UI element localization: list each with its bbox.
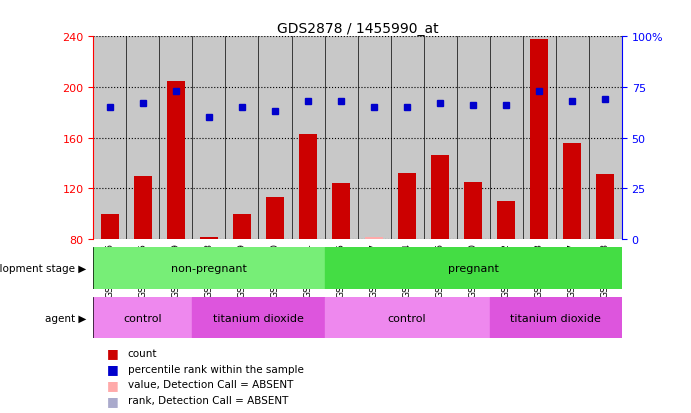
Bar [160, 37, 192, 240]
Bar [358, 37, 390, 240]
Bar [596, 175, 614, 240]
Bar [589, 37, 622, 240]
Text: ■: ■ [107, 362, 119, 375]
Text: ■: ■ [107, 394, 119, 407]
Bar [299, 135, 317, 240]
Bar [457, 37, 490, 240]
Bar [464, 183, 482, 240]
Text: titanium dioxide: titanium dioxide [213, 313, 304, 323]
Text: percentile rank within the sample: percentile rank within the sample [128, 364, 304, 374]
Bar [523, 37, 556, 240]
Bar [126, 37, 160, 240]
Bar [233, 214, 251, 240]
Bar [325, 248, 622, 289]
Bar [498, 202, 515, 240]
Text: count: count [128, 348, 158, 358]
Bar [563, 143, 581, 240]
Bar [292, 37, 325, 240]
Bar [530, 40, 549, 240]
Bar [332, 184, 350, 240]
Bar [192, 37, 225, 240]
Text: pregnant: pregnant [448, 263, 499, 273]
Text: development stage ▶: development stage ▶ [0, 263, 86, 273]
Bar [101, 214, 119, 240]
Text: control: control [124, 313, 162, 323]
Bar [134, 176, 152, 240]
Bar [325, 297, 490, 339]
Bar [490, 37, 523, 240]
Bar [200, 237, 218, 240]
Bar [325, 37, 358, 240]
Bar [490, 297, 622, 339]
Title: GDS2878 / 1455990_at: GDS2878 / 1455990_at [277, 22, 438, 36]
Bar [424, 37, 457, 240]
Bar [93, 248, 325, 289]
Text: titanium dioxide: titanium dioxide [511, 313, 601, 323]
Bar [556, 37, 589, 240]
Bar [398, 174, 416, 240]
Text: value, Detection Call = ABSENT: value, Detection Call = ABSENT [128, 380, 293, 389]
Bar [266, 198, 284, 240]
Bar [192, 297, 325, 339]
Text: rank, Detection Call = ABSENT: rank, Detection Call = ABSENT [128, 395, 288, 405]
Bar [258, 37, 292, 240]
Text: ■: ■ [107, 347, 119, 360]
Bar [167, 81, 185, 240]
Text: non-pregnant: non-pregnant [171, 263, 247, 273]
Bar [365, 237, 384, 240]
Bar [390, 37, 424, 240]
Text: control: control [388, 313, 426, 323]
Bar [431, 156, 449, 240]
Text: ■: ■ [107, 378, 119, 391]
Text: agent ▶: agent ▶ [45, 313, 86, 323]
Bar [93, 37, 126, 240]
Bar [93, 297, 192, 339]
Bar [225, 37, 258, 240]
